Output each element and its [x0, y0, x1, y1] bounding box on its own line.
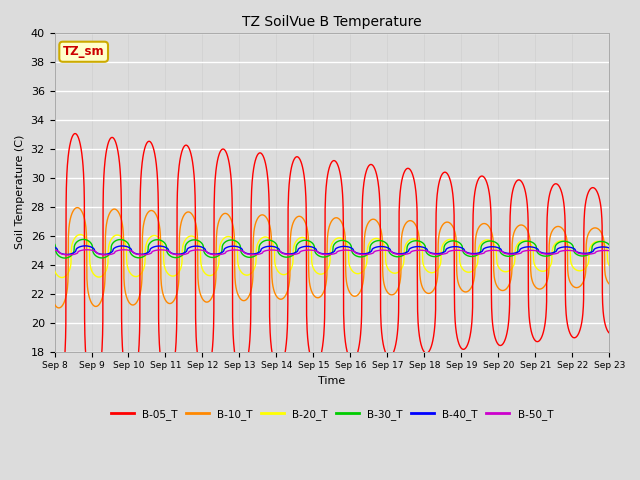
Text: TZ_sm: TZ_sm [63, 45, 104, 58]
Legend: B-05_T, B-10_T, B-20_T, B-30_T, B-40_T, B-50_T: B-05_T, B-10_T, B-20_T, B-30_T, B-40_T, … [107, 405, 557, 424]
X-axis label: Time: Time [318, 376, 346, 386]
Y-axis label: Soil Temperature (C): Soil Temperature (C) [15, 135, 25, 250]
Title: TZ SoilVue B Temperature: TZ SoilVue B Temperature [242, 15, 422, 29]
